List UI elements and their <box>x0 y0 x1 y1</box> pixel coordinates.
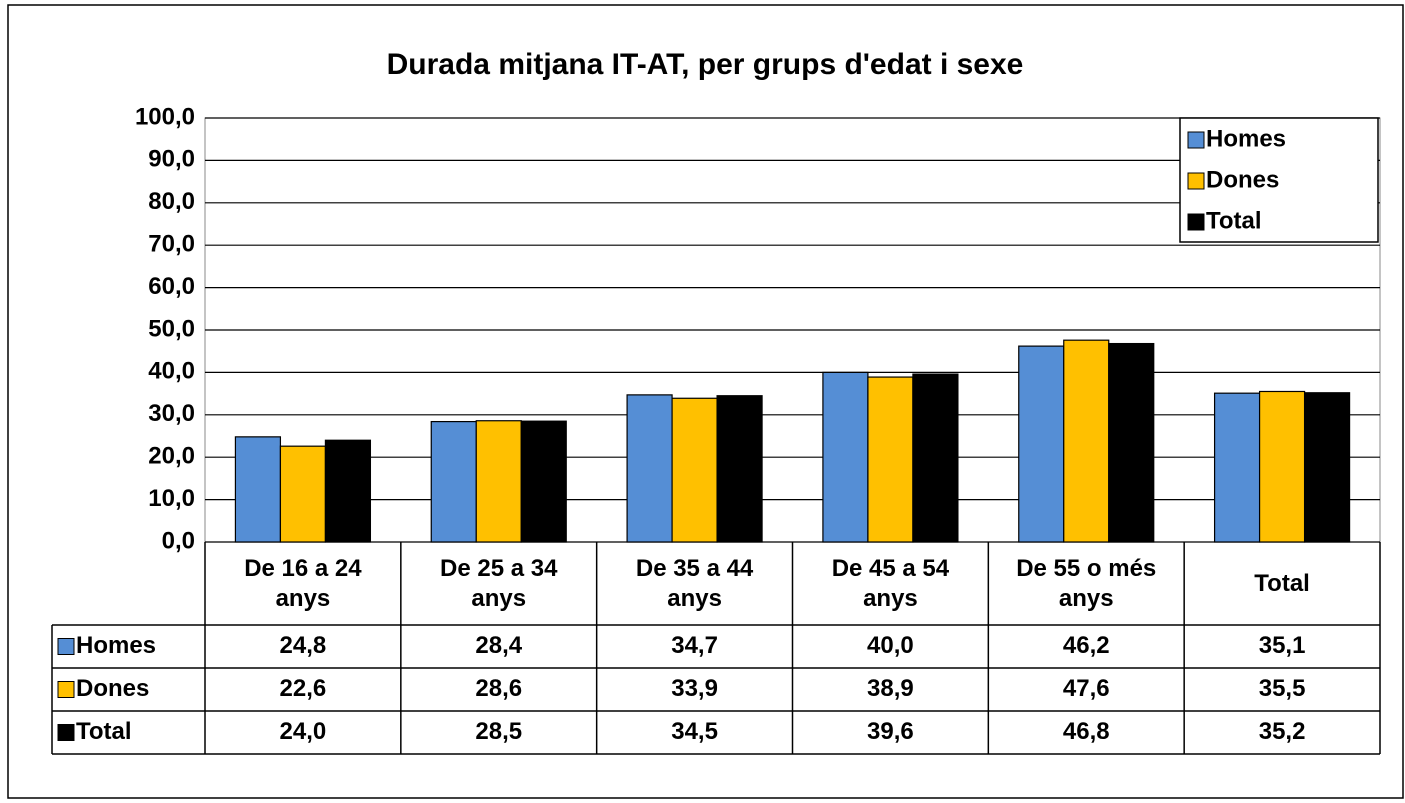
table-series-name: Total <box>76 718 132 745</box>
x-tick-label: De 45 a 54 anys <box>831 554 950 612</box>
table-series-name: Dones <box>76 675 149 702</box>
bar <box>1213 392 1261 543</box>
bar <box>430 420 477 543</box>
legend-label: Homes <box>1206 125 1286 152</box>
category-cell: De 25 a 34 anys <box>440 554 558 612</box>
bar <box>1018 345 1065 543</box>
legend-swatch <box>1187 213 1205 231</box>
legend-label: Total <box>1206 207 1262 234</box>
category-cell: De 45 a 54 anys <box>831 554 950 612</box>
bar <box>234 436 282 543</box>
data-label: 35,1 <box>1259 632 1306 659</box>
category-cell: Total <box>1254 569 1310 597</box>
legend-label: Dones <box>1206 166 1279 193</box>
y-tick-label: 10,0 <box>148 485 195 512</box>
legend-swatch <box>1187 131 1205 149</box>
bar <box>1108 342 1155 543</box>
data-label: 34,7 <box>671 632 718 659</box>
bar <box>279 445 327 543</box>
category-cell: De 35 a 44 anys <box>635 554 754 612</box>
bar <box>475 420 522 543</box>
bar <box>671 397 718 543</box>
table-legend-swatch <box>57 681 75 698</box>
category-cell: De 16 a 24 anys <box>244 554 362 612</box>
bar <box>912 373 959 543</box>
data-label: 46,8 <box>1063 718 1110 745</box>
bar <box>520 420 567 543</box>
bar <box>1063 339 1110 543</box>
x-tick-label: De 25 a 34 anys <box>440 554 558 612</box>
table-legend-swatch <box>57 724 75 741</box>
table-legend-swatch <box>57 638 75 655</box>
data-label: 22,6 <box>280 675 327 702</box>
data-label: 28,6 <box>475 675 522 702</box>
category-cell: De 55 o més anys <box>1016 554 1157 612</box>
data-label: 24,8 <box>280 632 327 659</box>
y-tick-label: 90,0 <box>148 146 195 173</box>
legend-swatch <box>1187 172 1205 190</box>
x-tick-label: De 55 o més anys <box>1016 554 1157 612</box>
y-tick-label: 40,0 <box>148 358 195 385</box>
bar <box>822 371 869 543</box>
bar <box>716 395 763 543</box>
data-label: 39,6 <box>867 718 914 745</box>
y-tick-label: 0,0 <box>162 527 195 554</box>
data-label: 33,9 <box>671 675 718 702</box>
data-label: 34,5 <box>671 718 718 745</box>
y-tick-label: 30,0 <box>148 400 195 427</box>
x-tick-label: De 35 a 44 anys <box>635 554 754 612</box>
table-series-name: Homes <box>76 632 156 659</box>
y-tick-label: 100,0 <box>135 103 195 130</box>
x-tick-label: De 16 a 24 anys <box>244 554 362 612</box>
y-tick-label: 50,0 <box>148 315 195 342</box>
bar <box>867 376 914 543</box>
data-label: 35,5 <box>1259 675 1306 702</box>
bar <box>1258 390 1306 543</box>
data-label: 46,2 <box>1063 632 1110 659</box>
x-tick-label: Total <box>1254 569 1310 597</box>
bar <box>324 439 372 543</box>
data-label: 38,9 <box>867 675 914 702</box>
y-tick-label: 60,0 <box>148 273 195 300</box>
legend-box <box>1179 117 1379 243</box>
y-tick-label: 80,0 <box>148 188 195 215</box>
bar <box>626 394 673 543</box>
data-label: 24,0 <box>280 718 327 745</box>
data-label: 35,2 <box>1259 718 1306 745</box>
bar <box>1303 392 1351 543</box>
data-label: 40,0 <box>867 632 914 659</box>
data-label: 28,4 <box>475 632 522 659</box>
y-tick-label: 70,0 <box>148 231 195 258</box>
data-label: 28,5 <box>475 718 522 745</box>
chart-title: Durada mitjana IT-AT, per grups d'edat i… <box>387 48 1024 81</box>
data-label: 47,6 <box>1063 675 1110 702</box>
y-tick-label: 20,0 <box>148 443 195 470</box>
